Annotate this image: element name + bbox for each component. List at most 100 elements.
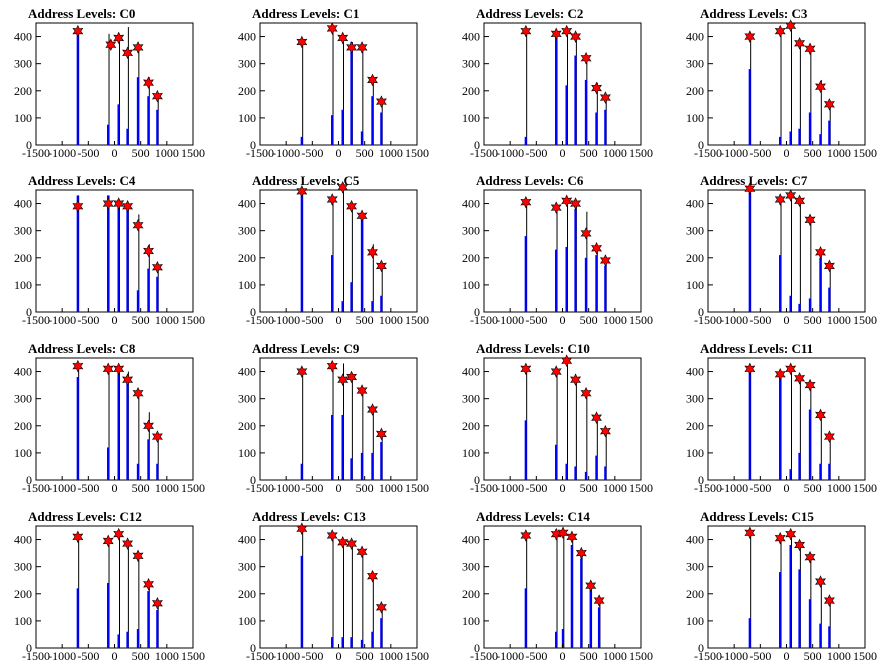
plot-frame xyxy=(35,189,194,313)
x-tick-label: 1500 xyxy=(853,313,877,327)
peak-marker xyxy=(337,180,349,194)
histogram-bar-blue xyxy=(117,368,120,480)
peak-marker xyxy=(520,362,532,376)
histogram-bar-blue xyxy=(371,631,374,648)
x-tick-label: 1000 xyxy=(379,146,403,160)
histogram-panel: Address Levels: C10 -1500-1000 -500 0 500 100… xyxy=(462,341,653,495)
histogram-panel: Address Levels: C11 -1500-1000 -500 0 500 100… xyxy=(686,341,877,495)
histogram-bar-blue xyxy=(156,463,159,480)
x-tick-label: -1000 xyxy=(720,313,748,327)
plot-frame xyxy=(259,22,418,146)
x-tick-label: 0 xyxy=(784,313,790,327)
peak-marker xyxy=(599,254,611,267)
histogram-bar-blue xyxy=(117,104,120,145)
plot-frame xyxy=(259,357,418,481)
histogram-bar-blue xyxy=(524,136,527,145)
x-tick-label: -1000 xyxy=(48,313,76,327)
histogram-panel: Address Levels: C6-1500-1000 -500 0 500 1000… xyxy=(462,173,653,327)
histogram-bar-blue xyxy=(748,69,751,145)
plot-frame xyxy=(483,357,642,481)
y-tick-label: 100 xyxy=(238,614,256,628)
x-tick-label: 1000 xyxy=(379,481,403,495)
histogram-bar-blue xyxy=(331,637,334,648)
x-tick-label: -1000 xyxy=(496,146,524,160)
y-tick-label: 200 xyxy=(686,251,704,265)
panel-title: Address Levels: C12 xyxy=(28,509,142,524)
histogram-bar-blue xyxy=(524,588,527,648)
x-tick-label: -1500 xyxy=(694,313,722,327)
peak-marker xyxy=(591,81,602,95)
peak-marker xyxy=(72,359,84,373)
histogram-bar-blue xyxy=(350,41,353,145)
x-tick-label: -1500 xyxy=(22,313,50,327)
x-tick-label: -500 xyxy=(525,649,547,663)
histogram-bar-blue xyxy=(580,558,583,648)
panel-title: Address Levels: C15 xyxy=(700,509,814,524)
y-tick-label: 0 xyxy=(250,473,256,487)
y-tick-label: 200 xyxy=(686,84,704,98)
histogram-bar-blue xyxy=(76,588,79,648)
panel-title: Address Levels: C4 xyxy=(28,173,136,188)
x-tick-label: 1000 xyxy=(379,649,403,663)
plot-frame xyxy=(707,22,866,146)
histogram-bar-blue xyxy=(371,96,374,145)
x-tick-label: 0 xyxy=(336,481,342,495)
histogram-bar-blue xyxy=(798,303,801,312)
x-tick-label: -500 xyxy=(77,481,99,495)
x-tick-label: -1000 xyxy=(720,481,748,495)
x-tick-label: 1000 xyxy=(827,313,851,327)
peak-marker xyxy=(774,24,786,38)
peak-marker xyxy=(570,373,582,386)
x-tick-label: 0 xyxy=(336,146,342,160)
peak-marker xyxy=(113,31,125,45)
x-tick-label: 500 xyxy=(132,313,150,327)
peak-marker xyxy=(375,259,387,273)
x-tick-label: 500 xyxy=(580,146,598,160)
histogram-bar-blue xyxy=(147,96,150,145)
peak-marker xyxy=(122,46,134,60)
peak-marker xyxy=(113,362,125,376)
y-tick-label: 400 xyxy=(686,30,704,44)
histogram-bar-blue xyxy=(300,555,303,648)
plot-frame xyxy=(35,525,194,649)
x-tick-label: 1000 xyxy=(603,481,627,495)
y-tick-label: 400 xyxy=(686,365,704,379)
histogram-bar-blue xyxy=(76,195,79,312)
peak-marker xyxy=(774,531,786,545)
x-tick-label: 1500 xyxy=(853,649,877,663)
histogram-bar-blue xyxy=(126,631,129,648)
histogram-bar-blue xyxy=(789,469,792,480)
histogram-bar-blue xyxy=(350,458,353,480)
x-tick-label: -500 xyxy=(525,313,547,327)
histogram-bar-blue xyxy=(828,626,831,648)
x-tick-label: -1500 xyxy=(22,481,50,495)
peak-marker xyxy=(346,41,358,54)
peak-marker xyxy=(326,22,338,35)
histogram-bar-blue xyxy=(371,452,374,480)
histogram-bar-blue xyxy=(136,463,140,480)
peak-marker xyxy=(151,596,163,610)
peak-marker xyxy=(356,209,368,223)
x-tick-label: 1500 xyxy=(181,481,205,495)
x-tick-label: 1000 xyxy=(155,481,179,495)
histogram-bar-blue xyxy=(748,192,751,312)
x-tick-label: 0 xyxy=(112,146,118,160)
y-tick-label: 200 xyxy=(238,84,256,98)
y-tick-label: 100 xyxy=(686,111,704,125)
peak-marker xyxy=(585,579,597,592)
x-tick-label: 0 xyxy=(112,313,118,327)
histogram-bar-blue xyxy=(574,55,577,145)
histogram-bar-blue xyxy=(136,629,140,648)
histogram-bar-blue xyxy=(798,128,801,145)
y-tick-label: 0 xyxy=(250,305,256,319)
x-tick-label: 0 xyxy=(112,649,118,663)
peak-marker xyxy=(143,419,154,433)
histogram-bar-blue xyxy=(371,301,374,312)
peak-marker xyxy=(326,193,338,206)
peak-marker xyxy=(566,530,578,544)
x-tick-label: -500 xyxy=(301,313,323,327)
y-tick-label: 100 xyxy=(238,446,256,460)
peak-marker xyxy=(561,24,573,38)
y-tick-label: 300 xyxy=(462,560,480,574)
peak-marker xyxy=(774,193,786,206)
